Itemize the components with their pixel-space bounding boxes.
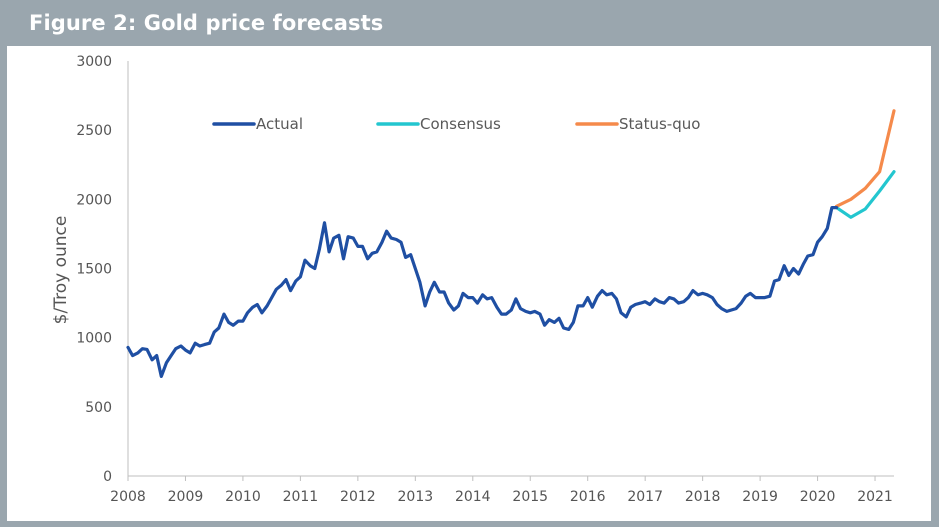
x-tick-label: 2015 <box>512 489 548 505</box>
x-tick-label: 2009 <box>168 489 204 505</box>
legend-label-status-quo: Status-quo <box>619 115 700 133</box>
x-tick-label: 2012 <box>340 489 376 505</box>
x-tick-label: 2014 <box>455 489 491 505</box>
x-tick-label: 2016 <box>570 489 606 505</box>
y-axis-label: $/Troy ounce <box>51 216 71 325</box>
figure-header: Figure 2: Gold price forecasts <box>0 0 939 46</box>
legend-label-consensus: Consensus <box>420 115 501 133</box>
y-tick-label: 1000 <box>76 331 112 347</box>
y-tick-labels: 0 500 1000 1500 2000 2500 3000 <box>76 54 112 485</box>
x-tick-labels: 2008 2009 2010 2011 2012 2013 2014 2015 2016 2017… <box>110 476 893 505</box>
chart-panel <box>7 46 931 521</box>
legend-label-actual: Actual <box>256 115 303 133</box>
axes <box>127 61 894 477</box>
figure-title: Figure 2: Gold price forecasts <box>29 11 384 35</box>
x-tick-label: 2010 <box>225 489 261 505</box>
x-tick-label: 2018 <box>685 489 721 505</box>
x-tick-label: 2013 <box>398 489 434 505</box>
x-tick-label: 2008 <box>110 489 146 505</box>
series-line-consensus <box>834 170 896 219</box>
x-tick-label: 2017 <box>627 489 663 505</box>
y-tick-label: 500 <box>85 400 112 416</box>
legend: Actual Consensus Status-quo <box>212 115 700 133</box>
series-line-actual <box>126 206 839 378</box>
y-tick-label: 2000 <box>76 192 112 208</box>
x-tick-label: 2020 <box>800 489 836 505</box>
x-tick-label: 2021 <box>857 489 893 505</box>
y-tick-label: 3000 <box>76 54 112 70</box>
x-tick-label: 2011 <box>283 489 319 505</box>
series-line-status-quo <box>834 109 896 208</box>
y-tick-label: 1500 <box>76 262 112 278</box>
y-tick-label: 0 <box>103 469 112 485</box>
y-tick-label: 2500 <box>76 123 112 139</box>
x-tick-label: 2019 <box>742 489 778 505</box>
series-lines <box>126 109 896 378</box>
